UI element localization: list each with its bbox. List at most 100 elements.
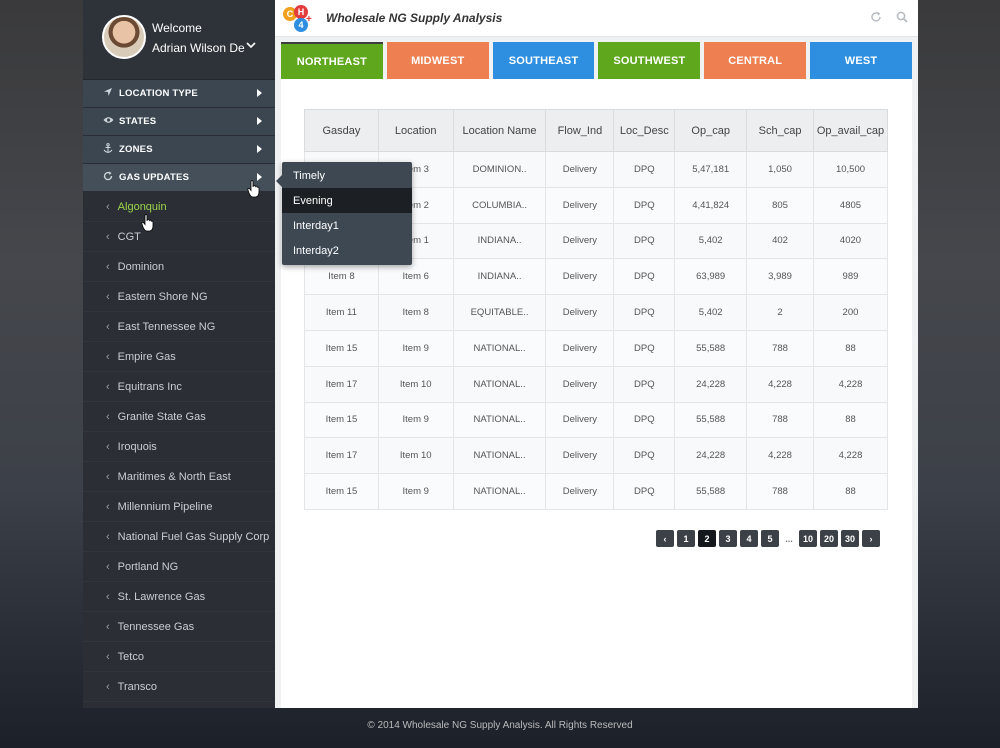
column-header[interactable]: Loc_Desc — [613, 109, 676, 152]
sidebar-item-pipeline[interactable]: ‹ Tennessee Gas — [83, 612, 275, 642]
column-header[interactable]: Location Name — [452, 109, 547, 152]
sidebar-item-pipeline[interactable]: ‹ Millennium Pipeline — [83, 492, 275, 522]
table-cell: 4,228 — [746, 437, 814, 475]
table-cell: DPQ — [613, 186, 676, 224]
table-cell: 788 — [746, 401, 814, 439]
table-body: Item 3 DOMINION.. Delivery DPQ 5,47,181 1,050… — [304, 151, 889, 510]
table-cell: Delivery — [545, 258, 615, 296]
user-profile[interactable]: Welcome Adrian Wilson De — [83, 0, 275, 80]
table-cell: 788 — [746, 473, 814, 510]
table-cell: Delivery — [545, 401, 615, 439]
sidebar-item-pipeline[interactable]: ‹ Iroquois — [83, 432, 275, 462]
table-cell: 63,989 — [674, 258, 748, 296]
table-cell: Item 9 — [377, 473, 454, 510]
sidebar-item-pipeline[interactable]: ‹ Tetco — [83, 642, 275, 672]
table-row[interactable]: Item 11 Item 8 EQUITABLE.. Delivery DPQ 5,402… — [304, 294, 889, 331]
tab-northeast[interactable]: NORTHEAST — [281, 42, 383, 79]
prev-page-button[interactable]: ‹ — [656, 530, 674, 547]
chevron-left-icon: ‹ — [106, 620, 110, 633]
sidebar-item-pipeline[interactable]: ‹ Dominion — [83, 252, 275, 282]
sidebar-item-pipeline[interactable]: ‹ St. Lawrence Gas — [83, 582, 275, 612]
page-button[interactable]: 5 — [761, 530, 779, 547]
sidebar-item-pipeline[interactable]: ‹ Granite State Gas — [83, 402, 275, 432]
sidebar-item-pipeline[interactable]: ‹ CGT — [83, 222, 275, 252]
next-page-button[interactable]: › — [862, 530, 880, 547]
tab-central[interactable]: CENTRAL — [704, 42, 807, 79]
tab-southwest[interactable]: SOUTHWEST — [598, 42, 701, 79]
table-cell: Item 9 — [377, 401, 454, 439]
table-cell: 55,588 — [674, 329, 748, 367]
sidebar-item-pipeline[interactable]: ‹ Algonquin — [83, 192, 275, 222]
sidebar-item-pipeline[interactable]: ‹ East Tennessee NG — [83, 312, 275, 342]
column-header[interactable]: Sch_cap — [746, 109, 814, 152]
gas-data-table: Gasday Location Location Name Flow_Ind Loc_D… — [304, 109, 889, 510]
table-cell: Item 10 — [377, 365, 454, 403]
flyout-item-interday2[interactable]: Interday2 — [293, 244, 339, 257]
sidebar-item-pipeline[interactable]: ‹ Empire Gas — [83, 342, 275, 372]
chevron-down-icon[interactable] — [246, 40, 256, 53]
avatar[interactable] — [102, 15, 146, 59]
column-header[interactable]: Gasday — [304, 109, 379, 152]
table-row[interactable]: Item 17 Item 10 NATIONAL.. Delivery DPQ 24,22… — [304, 437, 889, 475]
page-button[interactable]: 1 — [677, 530, 695, 547]
table-cell: NATIONAL.. — [452, 401, 547, 439]
chevron-left-icon: ‹ — [106, 380, 110, 393]
flyout-item-interday1[interactable]: Interday1 — [293, 219, 339, 232]
menu-gas-updates[interactable]: GAS UPDATES — [83, 164, 275, 192]
page-button[interactable]: 20 — [820, 530, 838, 547]
table-row[interactable]: Item 3 DOMINION.. Delivery DPQ 5,47,181 1,050… — [304, 151, 889, 188]
pipeline-label: Transco — [117, 680, 157, 693]
flyout-item-timely[interactable]: Timely — [293, 169, 325, 182]
table-cell: Delivery — [545, 329, 615, 367]
menu-location-type[interactable]: LOCATION TYPE — [83, 80, 275, 108]
tab-west[interactable]: WEST — [810, 42, 912, 79]
page-button[interactable]: 2 — [698, 530, 716, 547]
table-row[interactable]: Item 15 Item 9 NATIONAL.. Delivery DPQ 55,588… — [304, 329, 889, 367]
table-cell: 1,050 — [746, 151, 814, 188]
table-cell: Item 10 — [377, 437, 454, 475]
user-name[interactable]: Adrian Wilson De — [152, 41, 245, 55]
chevron-left-icon: ‹ — [106, 470, 110, 483]
sidebar-item-pipeline[interactable]: ‹ Maritimes & North East — [83, 462, 275, 492]
column-header[interactable]: Flow_Ind — [545, 109, 615, 152]
table-row[interactable]: Item 17 Item 10 NATIONAL.. Delivery DPQ 24,22… — [304, 365, 889, 403]
sidebar-item-pipeline[interactable]: ‹ National Fuel Gas Supply Corp — [83, 522, 275, 552]
chevron-left-icon: ‹ — [106, 200, 110, 213]
table-row[interactable]: Item 2 COLUMBIA.. Delivery DPQ 4,41,824 805 48… — [304, 186, 889, 224]
search-icon[interactable] — [896, 11, 908, 26]
table-cell: 4,228 — [746, 365, 814, 403]
table-cell: Item 11 — [304, 294, 379, 331]
column-header[interactable]: Op_avail_cap — [812, 109, 889, 152]
table-row[interactable]: Item 8 Item 6 INDIANA.. Delivery DPQ 63,989 3,… — [304, 258, 889, 296]
table-cell: 788 — [746, 329, 814, 367]
welcome-text: Welcome — [152, 21, 202, 35]
menu-zones[interactable]: ZONES — [83, 136, 275, 164]
table-cell: DOMINION.. — [452, 151, 547, 188]
table-cell: 10,500 — [812, 151, 889, 188]
caret-right-icon — [257, 145, 262, 153]
app-logo: C H 4 + — [283, 5, 317, 33]
chevron-left-icon: ‹ — [106, 530, 110, 543]
page-button[interactable]: 30 — [841, 530, 859, 547]
sidebar-item-pipeline[interactable]: ‹ Eastern Shore NG — [83, 282, 275, 312]
page-button[interactable]: 10 — [799, 530, 817, 547]
column-header[interactable]: Op_cap — [674, 109, 748, 152]
sidebar-item-pipeline[interactable]: ‹ Equitrans Inc — [83, 372, 275, 402]
logo-letter: C — [283, 7, 297, 21]
flyout-item-evening[interactable]: Evening — [282, 188, 412, 213]
refresh-icon[interactable] — [870, 11, 882, 26]
page-button[interactable]: 3 — [719, 530, 737, 547]
page-button[interactable]: 4 — [740, 530, 758, 547]
sidebar-item-pipeline[interactable]: ‹ Portland NG — [83, 552, 275, 582]
tab-southeast[interactable]: SOUTHEAST — [492, 42, 595, 79]
menu-states[interactable]: STATES — [83, 108, 275, 136]
table-cell: Delivery — [545, 437, 615, 475]
table-row[interactable]: Item 15 Item 9 NATIONAL.. Delivery DPQ 55,588… — [304, 473, 889, 510]
tab-midwest[interactable]: MIDWEST — [386, 42, 489, 79]
table-row[interactable]: Item 15 Item 9 NATIONAL.. Delivery DPQ 55,588… — [304, 401, 889, 439]
table-cell: NATIONAL.. — [452, 437, 547, 475]
table-cell: 200 — [812, 294, 889, 331]
table-cell: DPQ — [613, 437, 676, 475]
sidebar-item-pipeline[interactable]: ‹ Transco — [83, 672, 275, 702]
column-header[interactable]: Location — [377, 109, 454, 152]
